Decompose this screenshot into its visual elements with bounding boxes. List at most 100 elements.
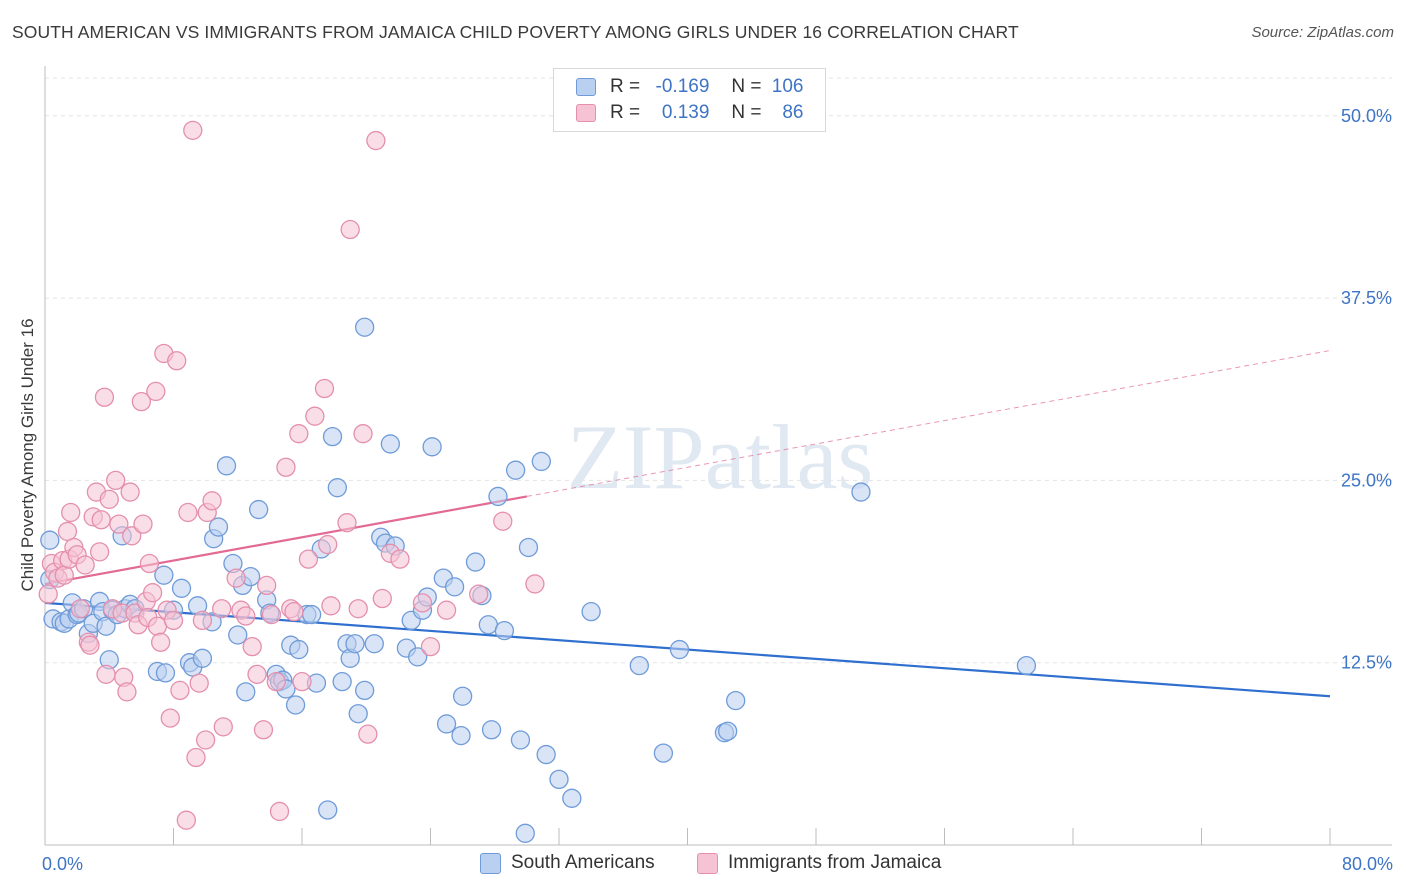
data-point-south-american bbox=[653, 743, 674, 763]
data-point-south-american bbox=[192, 648, 213, 668]
data-point-jamaica bbox=[340, 219, 360, 240]
data-point-jamaica bbox=[292, 671, 312, 692]
data-point-south-american bbox=[451, 725, 471, 746]
data-point-jamaica bbox=[257, 575, 277, 596]
data-point-south-american bbox=[726, 690, 746, 711]
data-point-jamaica bbox=[261, 604, 282, 625]
data-point-south-american bbox=[851, 482, 871, 502]
x-tick-label: 0.0% bbox=[42, 854, 83, 874]
data-point-jamaica bbox=[170, 680, 190, 701]
data-point-jamaica bbox=[284, 601, 304, 622]
watermark: ZIPatlas bbox=[567, 406, 874, 508]
data-point-jamaica bbox=[305, 406, 325, 426]
data-point-jamaica bbox=[269, 801, 290, 822]
data-point-jamaica bbox=[236, 606, 256, 626]
data-point-jamaica bbox=[80, 635, 100, 655]
data-point-jamaica bbox=[525, 574, 545, 594]
data-point-jamaica bbox=[266, 671, 286, 692]
data-point-south-american bbox=[155, 663, 176, 683]
y-tick-labels: 12.5% 25.0% 37.5% 50.0% bbox=[1341, 106, 1392, 673]
data-point-jamaica bbox=[96, 664, 116, 685]
data-point-south-american bbox=[488, 486, 508, 507]
data-point-jamaica bbox=[176, 810, 197, 830]
data-point-south-american bbox=[718, 721, 738, 741]
data-point-jamaica bbox=[109, 514, 129, 534]
data-point-jamaica bbox=[61, 502, 81, 523]
data-point-south-american bbox=[354, 317, 375, 337]
y-tick-label: 37.5% bbox=[1341, 288, 1392, 308]
data-point-south-american bbox=[531, 451, 551, 472]
data-point-jamaica bbox=[212, 599, 232, 619]
trend-line bbox=[44, 495, 528, 586]
y-tick-label: 25.0% bbox=[1341, 470, 1392, 490]
data-point-jamaica bbox=[150, 632, 171, 652]
points-south-americans bbox=[40, 317, 1037, 843]
data-point-south-american bbox=[444, 577, 465, 597]
y-tick-label: 12.5% bbox=[1341, 653, 1392, 673]
legend-item-jamaica: Immigrants from Jamaica bbox=[697, 852, 941, 874]
blue-swatch-icon bbox=[576, 78, 596, 96]
legend-row-south-americans: R = -0.169 N = 106 bbox=[576, 75, 804, 99]
data-point-south-american bbox=[364, 634, 384, 654]
data-point-south-american bbox=[327, 478, 347, 498]
data-point-south-american bbox=[1016, 655, 1037, 676]
data-point-south-american bbox=[549, 769, 569, 790]
data-point-jamaica bbox=[70, 599, 90, 619]
data-point-south-american bbox=[465, 552, 486, 572]
data-point-south-american bbox=[478, 615, 498, 635]
data-point-south-american bbox=[289, 639, 309, 660]
data-point-south-american bbox=[581, 601, 601, 622]
data-point-jamaica bbox=[75, 555, 95, 575]
data-point-jamaica bbox=[160, 708, 180, 728]
r-label: R = bbox=[610, 76, 641, 97]
data-point-jamaica bbox=[390, 549, 410, 569]
trend-line-jamaica bbox=[44, 350, 1331, 586]
data-point-south-american bbox=[332, 671, 352, 692]
legend-label: Immigrants from Jamaica bbox=[728, 852, 942, 873]
data-point-jamaica bbox=[213, 717, 233, 737]
blue-swatch-icon bbox=[480, 852, 501, 874]
data-point-jamaica bbox=[337, 513, 357, 533]
data-point-south-american bbox=[285, 695, 306, 715]
data-point-south-american bbox=[40, 530, 60, 550]
correlation-legend: R = -0.169 N = 106 R = 0.139 N = 86 bbox=[553, 68, 826, 132]
pink-swatch-icon bbox=[576, 104, 596, 122]
data-point-jamaica bbox=[89, 542, 110, 562]
data-point-south-american bbox=[562, 788, 582, 808]
points-jamaica bbox=[38, 120, 545, 830]
data-point-jamaica bbox=[195, 730, 216, 750]
data-point-south-american bbox=[322, 426, 343, 447]
data-point-jamaica bbox=[120, 482, 140, 502]
trend-line-extension bbox=[526, 350, 1331, 497]
data-point-jamaica bbox=[106, 470, 126, 491]
data-point-south-american bbox=[436, 714, 457, 734]
r-value: -0.169 bbox=[655, 76, 710, 97]
data-point-jamaica bbox=[412, 593, 433, 613]
data-point-south-american bbox=[236, 682, 256, 702]
data-point-jamaica bbox=[167, 351, 187, 371]
data-point-jamaica bbox=[54, 565, 74, 585]
data-point-jamaica bbox=[192, 610, 213, 631]
data-point-south-american bbox=[154, 565, 174, 585]
data-point-jamaica bbox=[117, 682, 137, 702]
data-point-jamaica bbox=[57, 521, 78, 542]
data-point-jamaica bbox=[226, 568, 246, 588]
data-point-jamaica bbox=[318, 534, 338, 555]
data-point-south-american bbox=[345, 634, 365, 654]
data-point-south-american bbox=[669, 639, 690, 660]
data-point-jamaica bbox=[469, 584, 489, 604]
data-point-jamaica bbox=[131, 391, 152, 412]
data-point-jamaica bbox=[99, 489, 119, 509]
data-point-jamaica bbox=[348, 599, 368, 619]
data-point-jamaica bbox=[276, 457, 296, 477]
data-point-jamaica bbox=[186, 747, 206, 768]
r-label: R = bbox=[610, 102, 641, 123]
data-point-jamaica bbox=[139, 553, 160, 574]
data-point-south-american bbox=[354, 680, 375, 701]
data-point-south-american bbox=[216, 456, 237, 476]
data-point-jamaica bbox=[133, 514, 153, 534]
data-point-south-american bbox=[518, 537, 539, 558]
data-point-jamaica bbox=[146, 381, 166, 402]
x-tick-labels: 0.0% 80.0% bbox=[42, 854, 1393, 874]
